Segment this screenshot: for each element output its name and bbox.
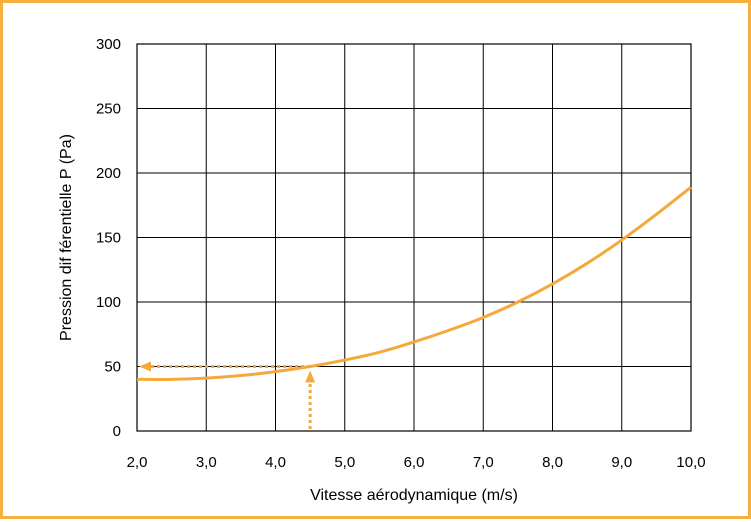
left-arrow-head xyxy=(139,361,151,372)
y-tick-label: 100 xyxy=(96,294,121,311)
y-axis-label: Pression dif férentielle P (Pa) xyxy=(58,134,75,341)
x-tick-label: 3,0 xyxy=(196,454,217,471)
y-tick-label: 0 xyxy=(113,423,121,440)
y-tick-labels: 0 50 100 150 200 250 300 xyxy=(96,36,121,440)
x-tick-label: 10,0 xyxy=(676,454,705,471)
x-tick-label: 8,0 xyxy=(542,454,563,471)
x-tick-label: 6,0 xyxy=(404,454,425,471)
x-tick-label: 7,0 xyxy=(473,454,494,471)
grid xyxy=(136,43,692,432)
up-arrow-head xyxy=(305,370,316,383)
plot-area-border xyxy=(136,43,692,432)
pressure-velocity-chart: 2,0 3,0 4,0 5,0 6,0 7,0 8,0 9,0 10,0 0 50 100 150 20… xyxy=(58,36,706,504)
x-tick-label: 4,0 xyxy=(265,454,286,471)
y-tick-label: 200 xyxy=(96,165,121,182)
y-tick-label: 250 xyxy=(96,101,121,118)
x-tick-label: 9,0 xyxy=(611,454,632,471)
x-axis-label: Vitesse aérodynamique (m/s) xyxy=(310,487,518,504)
series-line xyxy=(136,186,692,381)
reading-annotation xyxy=(139,361,316,429)
x-tick-label: 2,0 xyxy=(127,454,148,471)
x-tick-label: 5,0 xyxy=(334,454,355,471)
y-tick-label: 50 xyxy=(104,359,121,376)
x-tick-labels: 2,0 3,0 4,0 5,0 6,0 7,0 8,0 9,0 10,0 xyxy=(127,454,706,471)
y-tick-label: 300 xyxy=(96,36,121,53)
y-tick-label: 150 xyxy=(96,230,121,247)
